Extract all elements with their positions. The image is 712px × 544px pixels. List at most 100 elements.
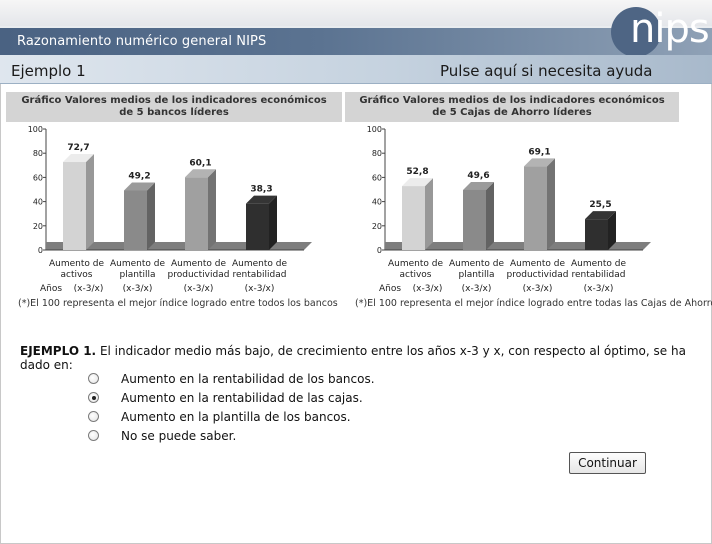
x-tick-label: Aumento de (449, 259, 504, 269)
chart-panel-cajas: Gráfico Valores medios de los indicadore… (345, 92, 712, 314)
period-label: (x-3/x) (184, 284, 214, 294)
data-label: 72,7 (67, 143, 89, 153)
x-tick-label: plantilla (459, 270, 495, 280)
chart-title-line1: Gráfico Valores medios de los indicadore… (21, 95, 327, 106)
bar (124, 190, 147, 250)
bar (402, 186, 425, 250)
x-tick-label: productividad (168, 270, 230, 280)
data-label: 49,6 (467, 171, 489, 181)
period-label: (x-3/x) (462, 284, 492, 294)
nips-logo-circle (611, 7, 661, 55)
bar-top (185, 169, 216, 178)
bar-side (608, 211, 616, 250)
y-tick-label: 80 (33, 149, 43, 158)
x-tick-label: Aumento de (571, 259, 626, 269)
answer-option-label: Aumento en la rentabilidad de las cajas. (121, 391, 363, 405)
bar-side (208, 169, 216, 250)
y-tick-label: 40 (33, 198, 43, 207)
y-tick-label: 40 (372, 198, 382, 207)
chart-floor (385, 242, 651, 250)
data-label: 60,1 (189, 158, 211, 168)
y-tick-label: 20 (372, 222, 382, 231)
bar (463, 189, 486, 250)
example-title: Ejemplo 1 (11, 62, 86, 80)
bar-top (63, 154, 94, 163)
x-tick-label: Aumento de (232, 259, 287, 269)
header: Razonamiento numérico general NIPS nips (0, 0, 712, 55)
bar-top (585, 211, 616, 220)
x-tick-label: activos (60, 270, 92, 280)
row-label: Años (379, 284, 401, 294)
answer-option-label: Aumento en la rentabilidad de los bancos… (121, 372, 375, 386)
y-tick-label: 60 (33, 173, 43, 182)
bar-side (269, 195, 277, 250)
y-tick-label: 20 (33, 222, 43, 231)
page-title: Razonamiento numérico general NIPS (17, 34, 267, 49)
radio-button[interactable] (88, 411, 99, 422)
bar-top (402, 178, 433, 187)
help-link[interactable]: Pulse aquí si necesita ayuda (440, 62, 653, 80)
chart-title-line2: de 5 Cajas de Ahorro líderes (432, 107, 592, 118)
period-label: (x-3/x) (123, 284, 153, 294)
radio-button[interactable] (88, 392, 99, 403)
bar-top (246, 195, 277, 204)
answer-option-label: No se puede saber. (121, 429, 237, 443)
x-tick-label: Aumento de (110, 259, 165, 269)
period-label: (x-3/x) (74, 284, 104, 294)
bar (246, 203, 269, 250)
bar-top (463, 181, 494, 190)
chart-title-line2: de 5 bancos líderes (119, 107, 229, 118)
y-tick-label: 60 (372, 173, 382, 182)
header-band (0, 26, 712, 55)
bar (585, 219, 608, 250)
bar-side (425, 178, 433, 250)
data-label: 25,5 (589, 200, 611, 210)
data-label: 52,8 (406, 167, 428, 177)
chart-footnote: (*)El 100 representa el mejor índice log… (18, 298, 338, 309)
data-label: 49,2 (128, 171, 150, 181)
data-label: 69,1 (528, 147, 550, 157)
bar-top (524, 158, 555, 167)
x-tick-label: Aumento de (388, 259, 443, 269)
x-tick-label: Aumento de (510, 259, 565, 269)
chart-title-line1: Gráfico Valores medios de los indicadore… (359, 95, 665, 106)
x-tick-label: activos (399, 270, 431, 280)
radio-button[interactable] (88, 430, 99, 441)
y-tick-label: 80 (372, 149, 382, 158)
x-tick-label: rentabilidad (233, 270, 287, 280)
period-label: (x-3/x) (413, 284, 443, 294)
period-label: (x-3/x) (245, 284, 275, 294)
bar-top (124, 182, 155, 191)
data-label: 38,3 (250, 185, 272, 195)
x-tick-label: rentabilidad (572, 270, 626, 280)
continue-button[interactable]: Continuar (569, 452, 646, 474)
x-tick-label: productividad (507, 270, 569, 280)
y-tick-label: 100 (28, 125, 43, 134)
bar-side (86, 154, 94, 250)
example-bar (0, 55, 712, 84)
bar-side (547, 158, 555, 250)
period-label: (x-3/x) (584, 284, 614, 294)
y-tick-label: 0 (38, 246, 43, 255)
question: EJEMPLO 1. El indicador medio más bajo, … (20, 344, 712, 372)
y-tick-label: 0 (377, 246, 382, 255)
chart-panel-banks: Gráfico Valores medios de los indicadore… (6, 92, 344, 314)
bar-side (147, 182, 155, 250)
chart-title: Gráfico Valores medios de los indicadore… (6, 92, 342, 122)
answer-option-label: Aumento en la plantilla de los bancos. (121, 410, 351, 424)
radio-button[interactable] (88, 373, 99, 384)
x-tick-label: plantilla (120, 270, 156, 280)
bar (185, 177, 208, 250)
chart-title: Gráfico Valores medios de los indicadore… (345, 92, 679, 122)
chart-footnote: (*)El 100 representa el mejor índice log… (355, 298, 712, 309)
bar (63, 162, 86, 250)
x-tick-label: Aumento de (49, 259, 104, 269)
bar (524, 166, 547, 250)
question-number: EJEMPLO 1. (20, 344, 97, 358)
question-text: El indicador medio más bajo, de crecimie… (20, 344, 686, 372)
x-tick-label: Aumento de (171, 259, 226, 269)
header-top-gradient (0, 0, 712, 26)
row-label: Años (40, 284, 62, 294)
